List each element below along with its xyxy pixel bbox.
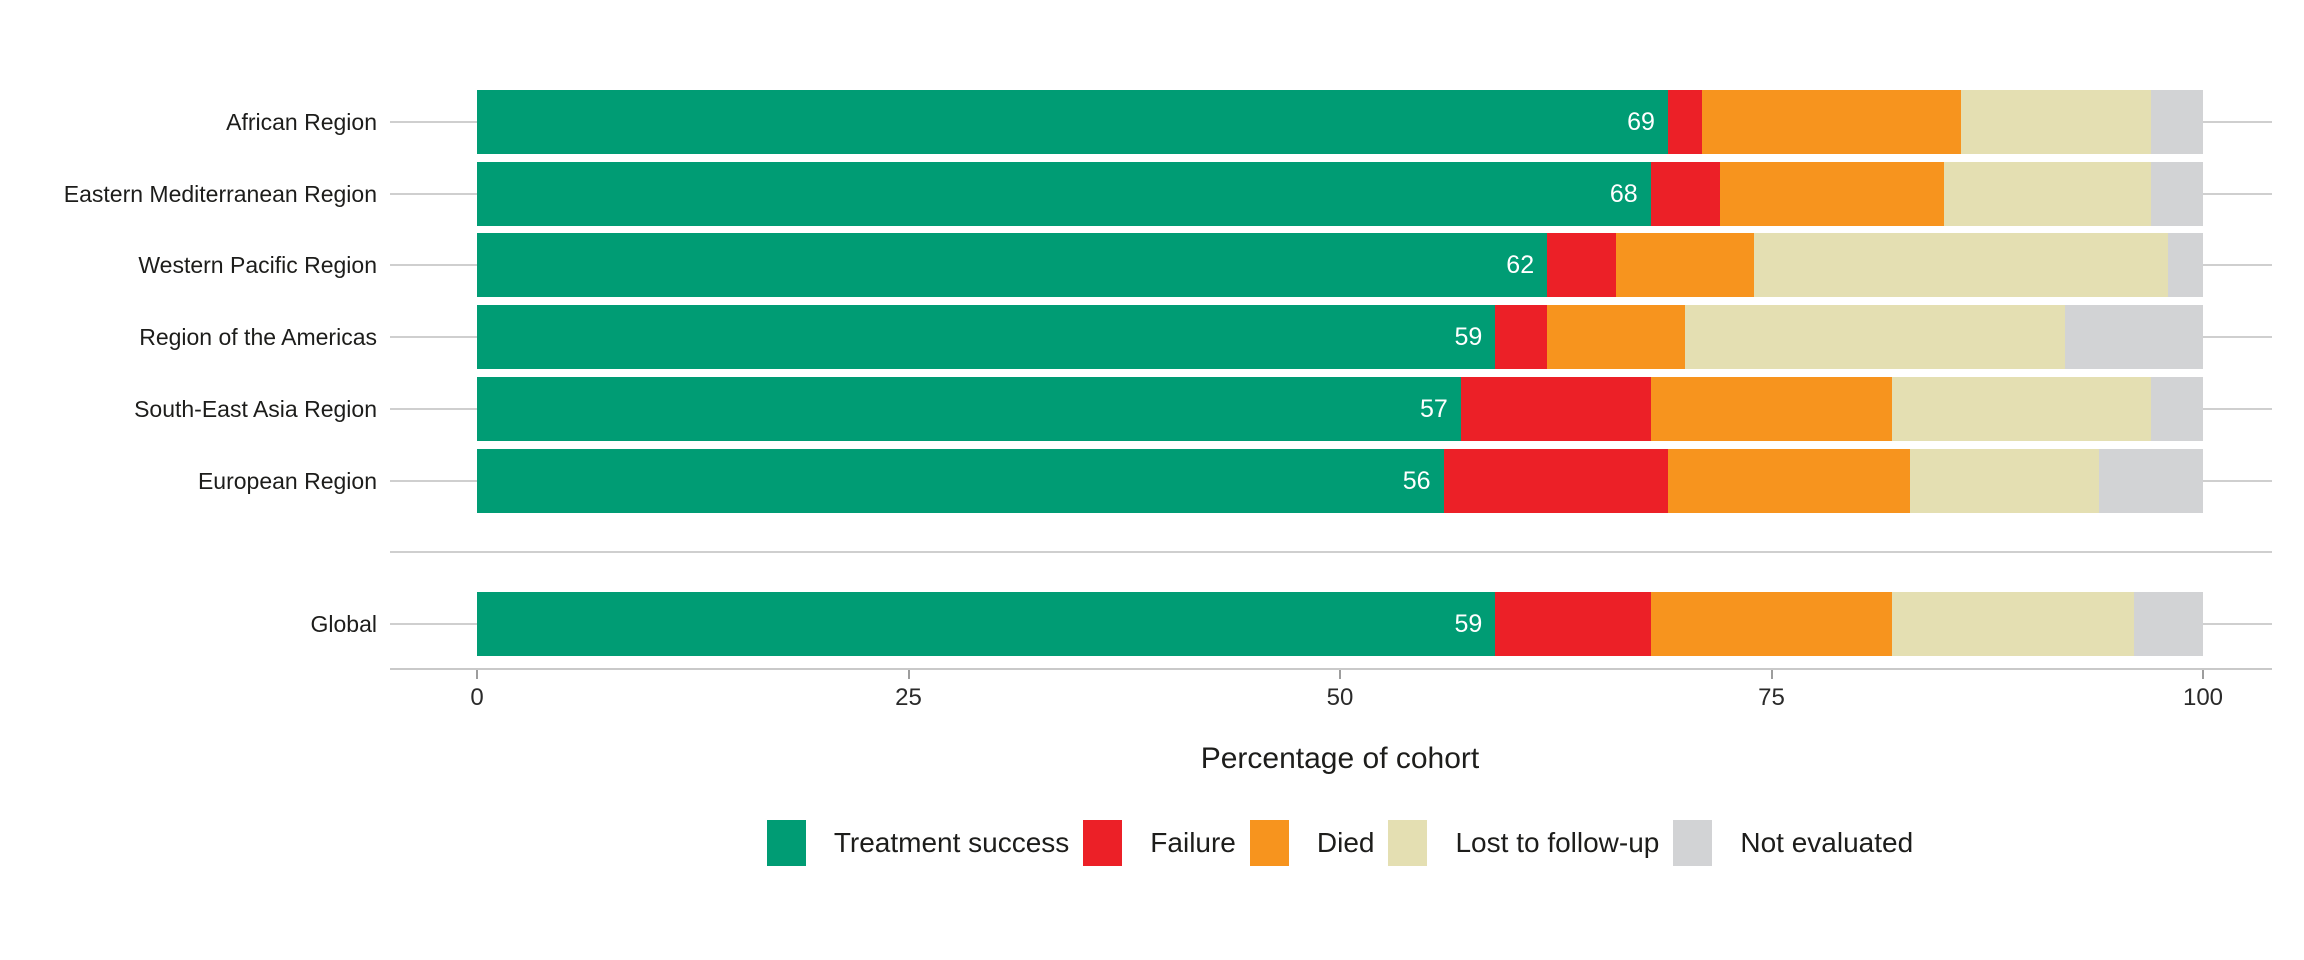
- bar-segment-died: [1719, 161, 1945, 226]
- legend-swatch: [1388, 820, 1428, 866]
- bar-segment-treatment-success: [477, 90, 1668, 154]
- bar-segment-failure: [1650, 161, 1720, 226]
- row-label: South-East Asia Region: [134, 395, 377, 422]
- bar-row: 69: [477, 90, 2203, 154]
- bar-value-label: 57: [1420, 394, 1448, 423]
- legend-label: Not evaluated: [1740, 827, 1914, 858]
- bar-segment-treatment-success: [477, 305, 1496, 370]
- row-label: Western Pacific Region: [138, 252, 377, 279]
- legend-item: Not evaluated: [1673, 820, 1913, 866]
- axis-tick-label: 25: [895, 684, 922, 711]
- bar-segment-lost-to-follow-up: [1892, 591, 2134, 656]
- bar-segment-not-evaluated: [2064, 305, 2203, 370]
- bar-segment-died: [1702, 90, 1962, 154]
- bar-segment-died: [1667, 448, 1910, 513]
- bar-segment-failure: [1443, 448, 1668, 513]
- legend-swatch: [766, 820, 806, 866]
- x-axis-line: [390, 668, 2272, 670]
- axis-tick-label: 100: [2182, 684, 2224, 711]
- bar-segment-died: [1547, 305, 1686, 370]
- bar-segment-not-evaluated: [2151, 161, 2203, 226]
- axis-tick: [476, 670, 478, 679]
- bar-segment-not-evaluated: [2151, 90, 2203, 154]
- bar-segment-lost-to-follow-up: [1892, 376, 2152, 441]
- legend-item: Treatment success: [766, 820, 1070, 866]
- row-label: African Region: [226, 109, 377, 135]
- bar-segment-not-evaluated: [2133, 591, 2203, 656]
- bar-segment-not-evaluated: [2099, 448, 2203, 513]
- row-label: Eastern Mediterranean Region: [63, 180, 377, 207]
- bar-segment-died: [1650, 376, 1893, 441]
- bar-segment-died: [1616, 233, 1755, 298]
- legend-item: Lost to follow-up: [1388, 820, 1659, 866]
- legend-item: Failure: [1083, 820, 1236, 866]
- bar-row: 56: [477, 448, 2203, 513]
- axis-tick: [907, 670, 910, 679]
- bar-row: 59: [477, 591, 2203, 656]
- bar-value-label: 56: [1402, 466, 1431, 495]
- bar-segment-failure: [1460, 376, 1651, 441]
- bar-value-label: 59: [1454, 609, 1483, 638]
- bar-segment-lost-to-follow-up: [1909, 448, 2100, 513]
- legend-label: Failure: [1150, 827, 1236, 858]
- x-axis-title: Percentage of cohort: [1200, 742, 1480, 775]
- bar-segment-treatment-success: [477, 376, 1461, 441]
- axis-tick: [1339, 670, 1341, 679]
- legend-item: Died: [1249, 820, 1375, 866]
- axis-tick-label: 0: [470, 684, 484, 711]
- bar-segment-treatment-success: [477, 233, 1548, 298]
- axis-tick: [1770, 670, 1773, 679]
- axis-tick-label: 75: [1758, 684, 1785, 711]
- bar-segment-treatment-success: [477, 448, 1444, 513]
- row-label: European Region: [197, 467, 377, 494]
- bar-segment-lost-to-follow-up: [1961, 90, 2152, 154]
- bar-segment-treatment-success: [477, 591, 1496, 656]
- bar-segment-failure: [1495, 591, 1651, 656]
- row-label: Global: [310, 610, 377, 637]
- legend-swatch: [1249, 820, 1289, 866]
- bar-segment-failure: [1495, 305, 1548, 370]
- axis-tick-label: 50: [1326, 684, 1354, 711]
- legend-swatch: [1083, 820, 1123, 866]
- bar-value-label: 68: [1609, 179, 1638, 208]
- bar-value-label: 59: [1454, 323, 1483, 352]
- legend-swatch: [1673, 820, 1713, 866]
- axis-tick: [2202, 670, 2204, 679]
- bar-row: 62: [477, 233, 2203, 298]
- bar-segment-lost-to-follow-up: [1944, 161, 2152, 226]
- row-gridline: [390, 551, 2272, 554]
- bar-segment-lost-to-follow-up: [1754, 233, 2169, 298]
- bar-row: 57: [477, 376, 2203, 441]
- bar-segment-died: [1650, 591, 1893, 656]
- legend: Treatment success Failure Died Lost to foll…: [477, 819, 2203, 867]
- bar-segment-lost-to-follow-up: [1685, 305, 2065, 370]
- legend-label: Lost to follow-up: [1455, 827, 1660, 858]
- bar-value-label: 62: [1506, 251, 1535, 280]
- legend-label: Treatment success: [833, 827, 1070, 858]
- bar-segment-not-evaluated: [2168, 233, 2203, 298]
- bar-segment-treatment-success: [477, 161, 1651, 226]
- bar-value-label: 69: [1627, 108, 1655, 136]
- bar-segment-failure: [1667, 90, 1703, 154]
- bar-row: 68: [477, 161, 2203, 226]
- bar-row: 59: [477, 305, 2203, 370]
- row-label: Region of the Americas: [139, 324, 377, 351]
- bar-segment-not-evaluated: [2151, 376, 2203, 441]
- legend-label: Died: [1316, 827, 1375, 858]
- bar-segment-failure: [1547, 233, 1617, 298]
